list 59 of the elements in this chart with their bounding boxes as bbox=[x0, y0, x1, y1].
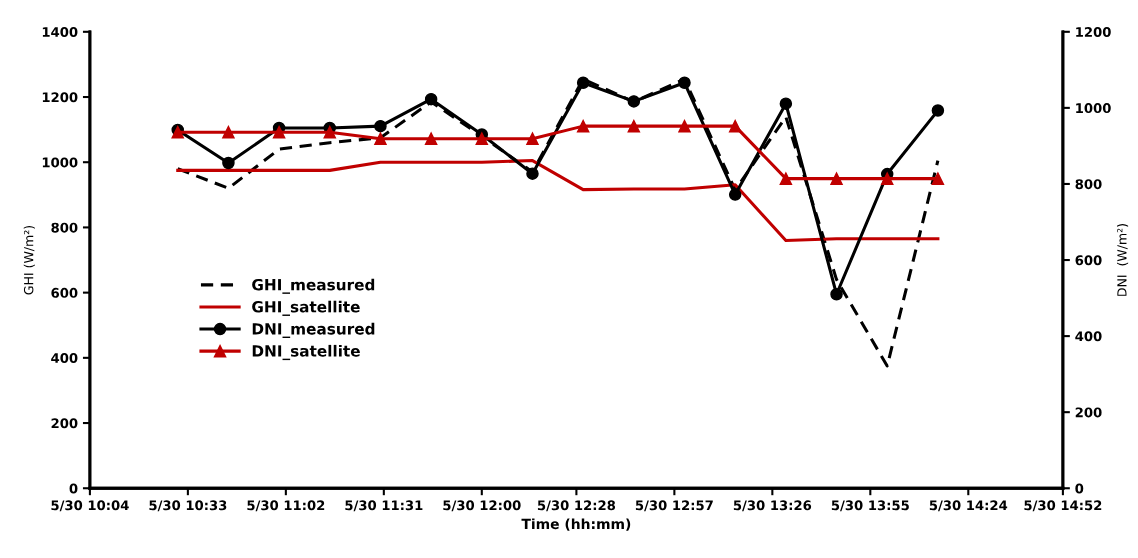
x-tick-label: 5/30 11:02 bbox=[247, 500, 325, 512]
point bbox=[779, 97, 793, 110]
x-tick-label: 5/30 12:00 bbox=[443, 500, 521, 512]
point bbox=[526, 167, 539, 180]
point bbox=[931, 104, 945, 117]
x-tick-label: 5/30 10:33 bbox=[149, 500, 227, 512]
point bbox=[830, 172, 843, 185]
point bbox=[678, 119, 691, 133]
y2-tick-label: 1200 bbox=[1076, 27, 1111, 38]
x-tick-label: 5/30 14:24 bbox=[929, 500, 1008, 512]
y-tick-label: 600 bbox=[51, 287, 78, 298]
y2-axis-title: DNI (W/m²) bbox=[1116, 224, 1129, 296]
point bbox=[424, 132, 438, 145]
x-tick-label: 5/30 13:26 bbox=[733, 500, 812, 512]
point bbox=[931, 172, 945, 185]
x-tick-label: 5/30 11:31 bbox=[345, 500, 423, 512]
y-tick-label: 1200 bbox=[42, 92, 78, 103]
point bbox=[323, 125, 337, 139]
y2-tick-label: 0 bbox=[1075, 483, 1084, 494]
x-tick-label: 5/30 13:55 bbox=[831, 500, 909, 512]
legend-label: GHI_satellite bbox=[252, 300, 360, 316]
y-tick-label: 0 bbox=[69, 483, 78, 494]
point bbox=[627, 119, 641, 133]
y-axis-title: GHI (W/m²) bbox=[23, 225, 35, 295]
point bbox=[424, 92, 438, 106]
point bbox=[576, 119, 590, 133]
y2-tick-label: 800 bbox=[1075, 179, 1102, 190]
point bbox=[830, 288, 843, 301]
point bbox=[779, 172, 793, 185]
x-tick-label: 5/30 14:52 bbox=[1024, 500, 1102, 512]
point bbox=[222, 156, 235, 170]
point bbox=[728, 119, 742, 133]
x-axis-title: Time (hh:mm) bbox=[521, 518, 631, 531]
y-tick-label: 1400 bbox=[42, 27, 78, 38]
point bbox=[678, 76, 691, 90]
y-tick-label: 200 bbox=[51, 418, 78, 429]
point bbox=[475, 132, 489, 145]
legend-label: DNI_satellite bbox=[252, 344, 360, 361]
legend-label: GHI_measured bbox=[252, 278, 375, 294]
y2-tick-label: 400 bbox=[1075, 331, 1102, 342]
x-tick-label: 5/30 10:04 bbox=[51, 500, 129, 512]
y2-tick-label: 200 bbox=[1075, 407, 1102, 418]
y2-tick-label: 1000 bbox=[1076, 103, 1111, 114]
point bbox=[272, 125, 286, 139]
point bbox=[374, 132, 387, 145]
legend-label: DNI_measured bbox=[252, 322, 375, 339]
point bbox=[576, 76, 590, 90]
point bbox=[880, 172, 894, 185]
y-tick-label: 800 bbox=[51, 222, 78, 233]
x-tick-label: 5/30 12:57 bbox=[635, 500, 713, 512]
y-tick-label: 400 bbox=[51, 353, 78, 364]
point bbox=[222, 125, 235, 139]
point bbox=[374, 119, 387, 133]
point bbox=[526, 132, 539, 145]
x-tick-label: 5/30 12:28 bbox=[537, 500, 616, 512]
y-tick-label: 1000 bbox=[42, 157, 78, 168]
y2-tick-label: 600 bbox=[1075, 255, 1102, 266]
point bbox=[728, 188, 742, 201]
point bbox=[627, 95, 641, 108]
